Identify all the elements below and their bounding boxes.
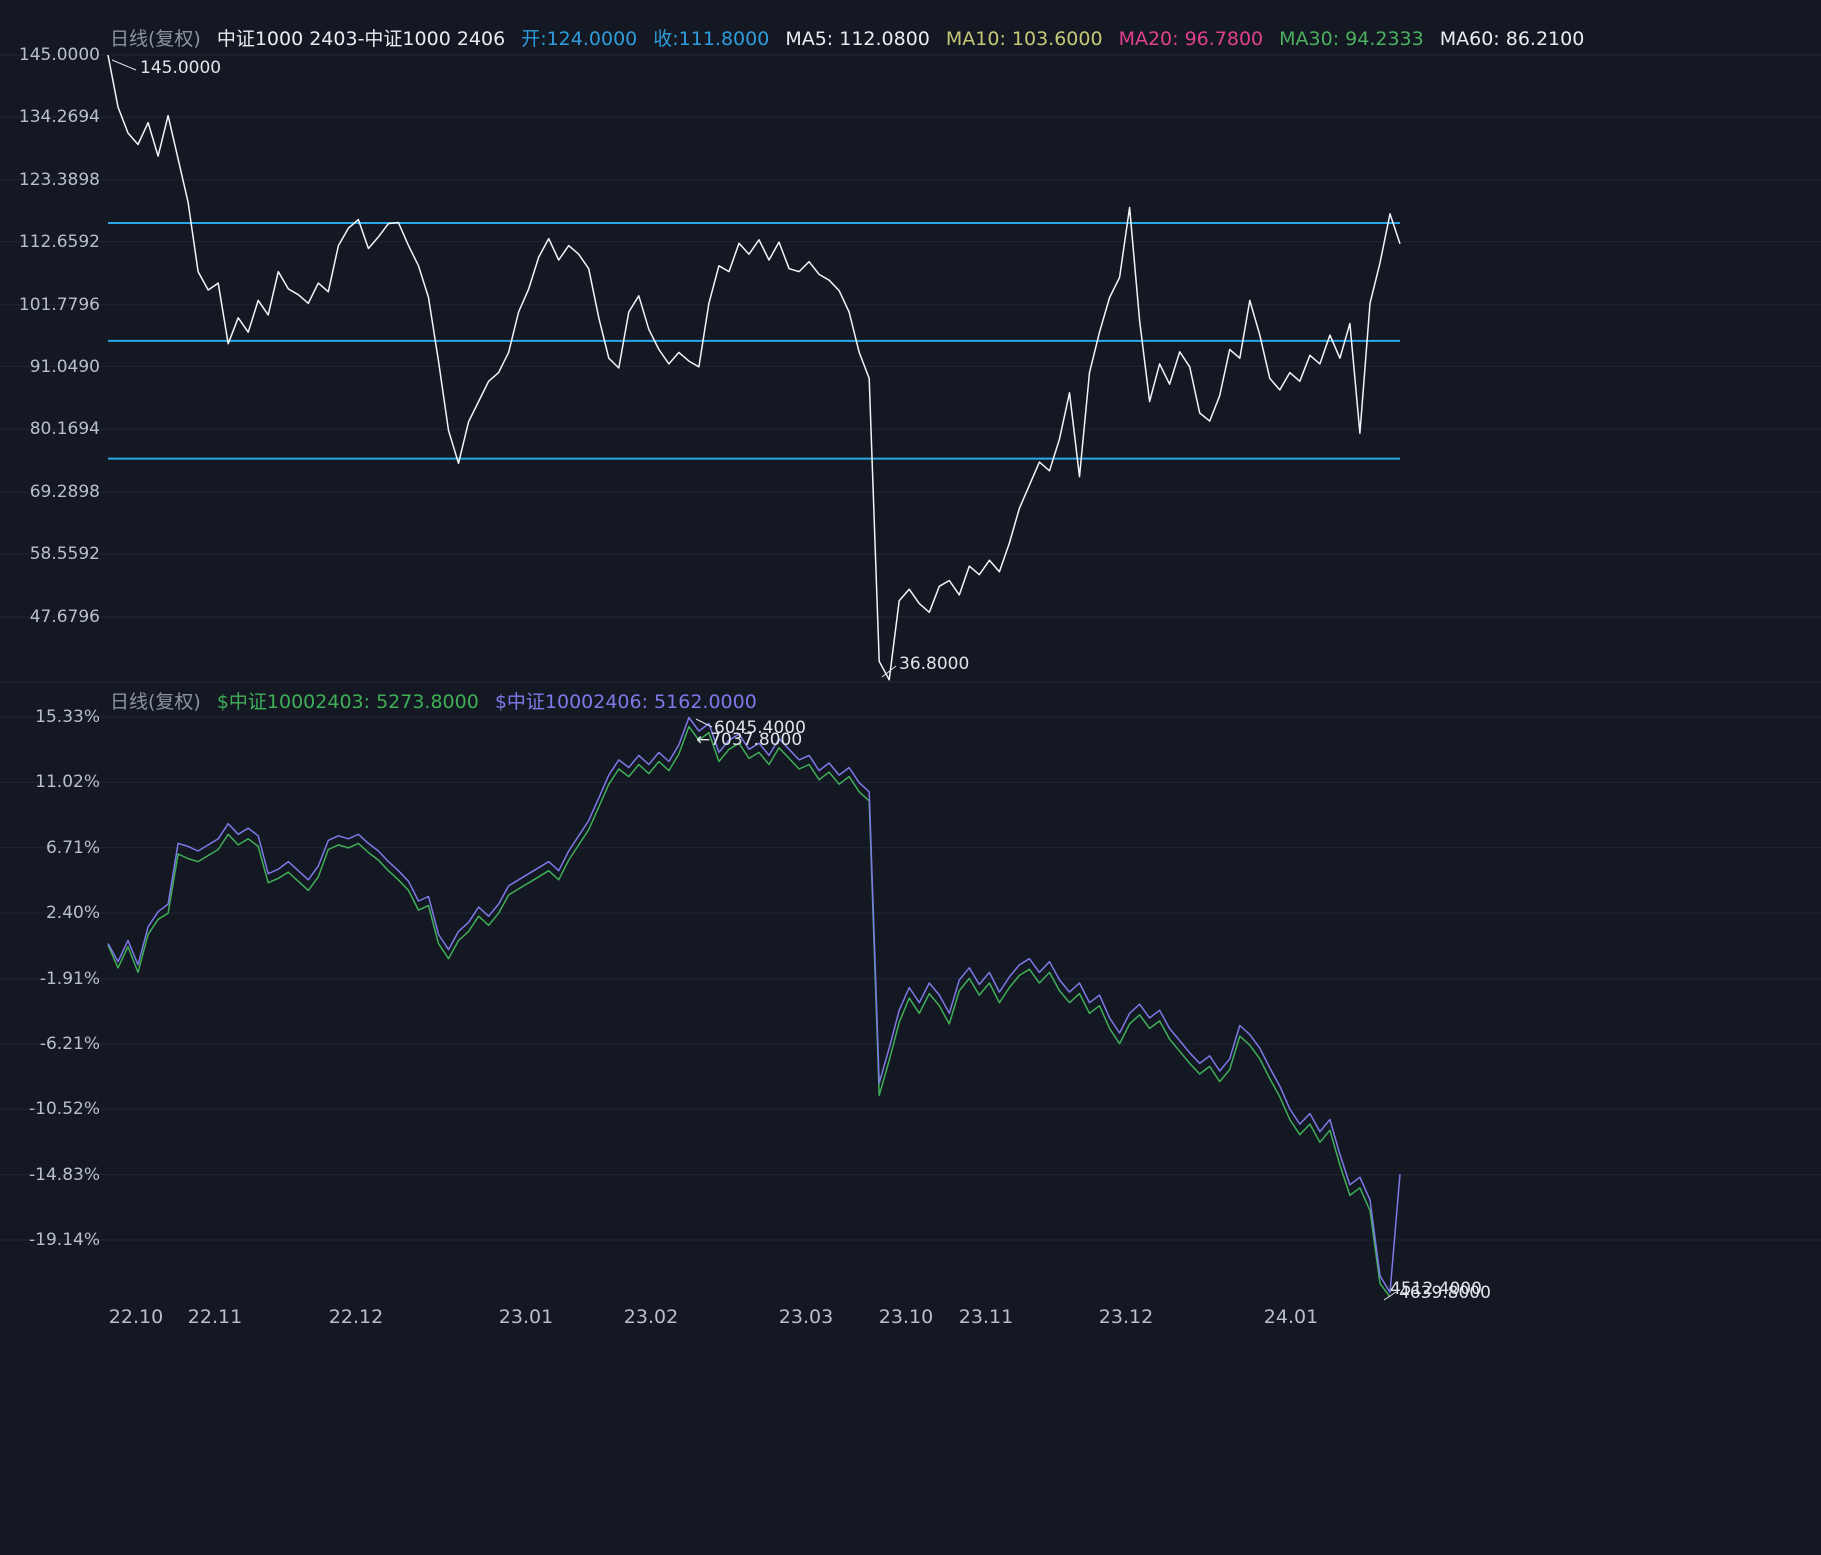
top-legend-ma10-value[interactable]: MA10: 103.6000 xyxy=(945,28,1103,50)
x-axis-tick-label: 23.12 xyxy=(1098,1306,1154,1328)
y-axis-tick-label: 69.2898 xyxy=(29,482,100,503)
bottom-legend-series2[interactable]: $中证10002406: 5162.0000 xyxy=(494,691,757,713)
x-axis-tick-label: 23.03 xyxy=(778,1306,834,1328)
top-legend-period: 日线(复权) xyxy=(110,28,201,50)
chart-annotation: ←7037.8000 xyxy=(696,730,803,750)
bottom-pane-legend: 日线(复权) $中证10002403: 5273.8000 $中证1000240… xyxy=(110,687,757,714)
top-legend-symbol[interactable]: 中证1000 2403-中证1000 2406 xyxy=(216,28,506,50)
y-axis-tick-label: 112.6592 xyxy=(18,231,100,252)
y-axis-tick-label: -1.91% xyxy=(39,968,100,989)
chart-annotation: 4639.8000 xyxy=(1399,1283,1491,1303)
annotation-arrow xyxy=(111,59,137,71)
top-legend-close-value: 收:111.8000 xyxy=(653,28,770,50)
x-axis-tick-label: 23.01 xyxy=(498,1306,554,1328)
top-pane-legend: 日线(复权) 中证1000 2403-中证1000 2406 开:124.000… xyxy=(110,24,1584,51)
top-legend-ma20-value[interactable]: MA20: 96.7800 xyxy=(1118,28,1264,50)
top-legend-ma5-value[interactable]: MA5: 112.0800 xyxy=(785,28,930,50)
x-axis-tick-label: 24.01 xyxy=(1263,1306,1319,1328)
y-axis-tick-label: 91.0490 xyxy=(29,356,100,377)
y-axis-tick-label: 6.71% xyxy=(45,837,100,858)
annotation-arrow xyxy=(1383,1291,1397,1301)
y-axis-tick-label: -19.14% xyxy=(29,1230,100,1250)
chart-annotation: 6045.4000 xyxy=(714,718,806,738)
x-axis-tick-label: 22.10 xyxy=(108,1306,164,1328)
y-axis-tick-label: 123.3898 xyxy=(18,169,100,190)
y-axis-tick-label: 11.02% xyxy=(35,772,100,793)
x-axis-tick-label: 22.12 xyxy=(328,1306,384,1328)
top-legend-open-value: 开:124.0000 xyxy=(521,28,638,50)
y-axis-tick-label: -14.83% xyxy=(29,1164,100,1185)
annotation-arrow xyxy=(881,665,897,678)
bottom-legend-series1[interactable]: $中证10002403: 5273.8000 xyxy=(216,691,479,713)
top-legend-ma30-value[interactable]: MA30: 94.2333 xyxy=(1279,28,1424,50)
chart-annotation: 4512.4000 xyxy=(1390,1279,1482,1299)
y-axis-tick-label: -10.52% xyxy=(29,1099,100,1120)
中证10002406-series-line xyxy=(107,716,1401,1294)
中证10002403-series-line xyxy=(107,725,1391,1298)
y-axis-tick-label: 145.0000 xyxy=(18,45,100,65)
y-axis-tick-label: 80.1694 xyxy=(29,419,100,440)
annotation-arrow xyxy=(695,718,713,728)
spread-series-line xyxy=(107,54,1401,681)
chart-annotation: 36.8000 xyxy=(899,654,970,674)
x-axis-tick-label: 22.11 xyxy=(187,1306,243,1328)
top-legend-ma60-value[interactable]: MA60: 86.2100 xyxy=(1439,28,1585,50)
y-axis-tick-label: 15.33% xyxy=(35,707,100,727)
y-axis-tick-label: 101.7796 xyxy=(18,294,100,315)
x-axis-tick-label: 23.10 xyxy=(878,1306,934,1328)
y-axis-tick-label: -6.21% xyxy=(39,1033,100,1054)
y-axis-tick-label: 134.2694 xyxy=(18,106,100,127)
y-axis-tick-label: 2.40% xyxy=(45,903,100,924)
y-axis-tick-label: 58.5592 xyxy=(29,544,100,565)
x-axis-tick-label: 23.11 xyxy=(958,1306,1014,1328)
chart-annotation: 145.0000 xyxy=(140,58,222,78)
x-axis-tick-label: 23.02 xyxy=(623,1306,679,1328)
bottom-legend-period: 日线(复权) xyxy=(110,691,201,713)
y-axis-tick-label: 47.6796 xyxy=(29,607,100,627)
